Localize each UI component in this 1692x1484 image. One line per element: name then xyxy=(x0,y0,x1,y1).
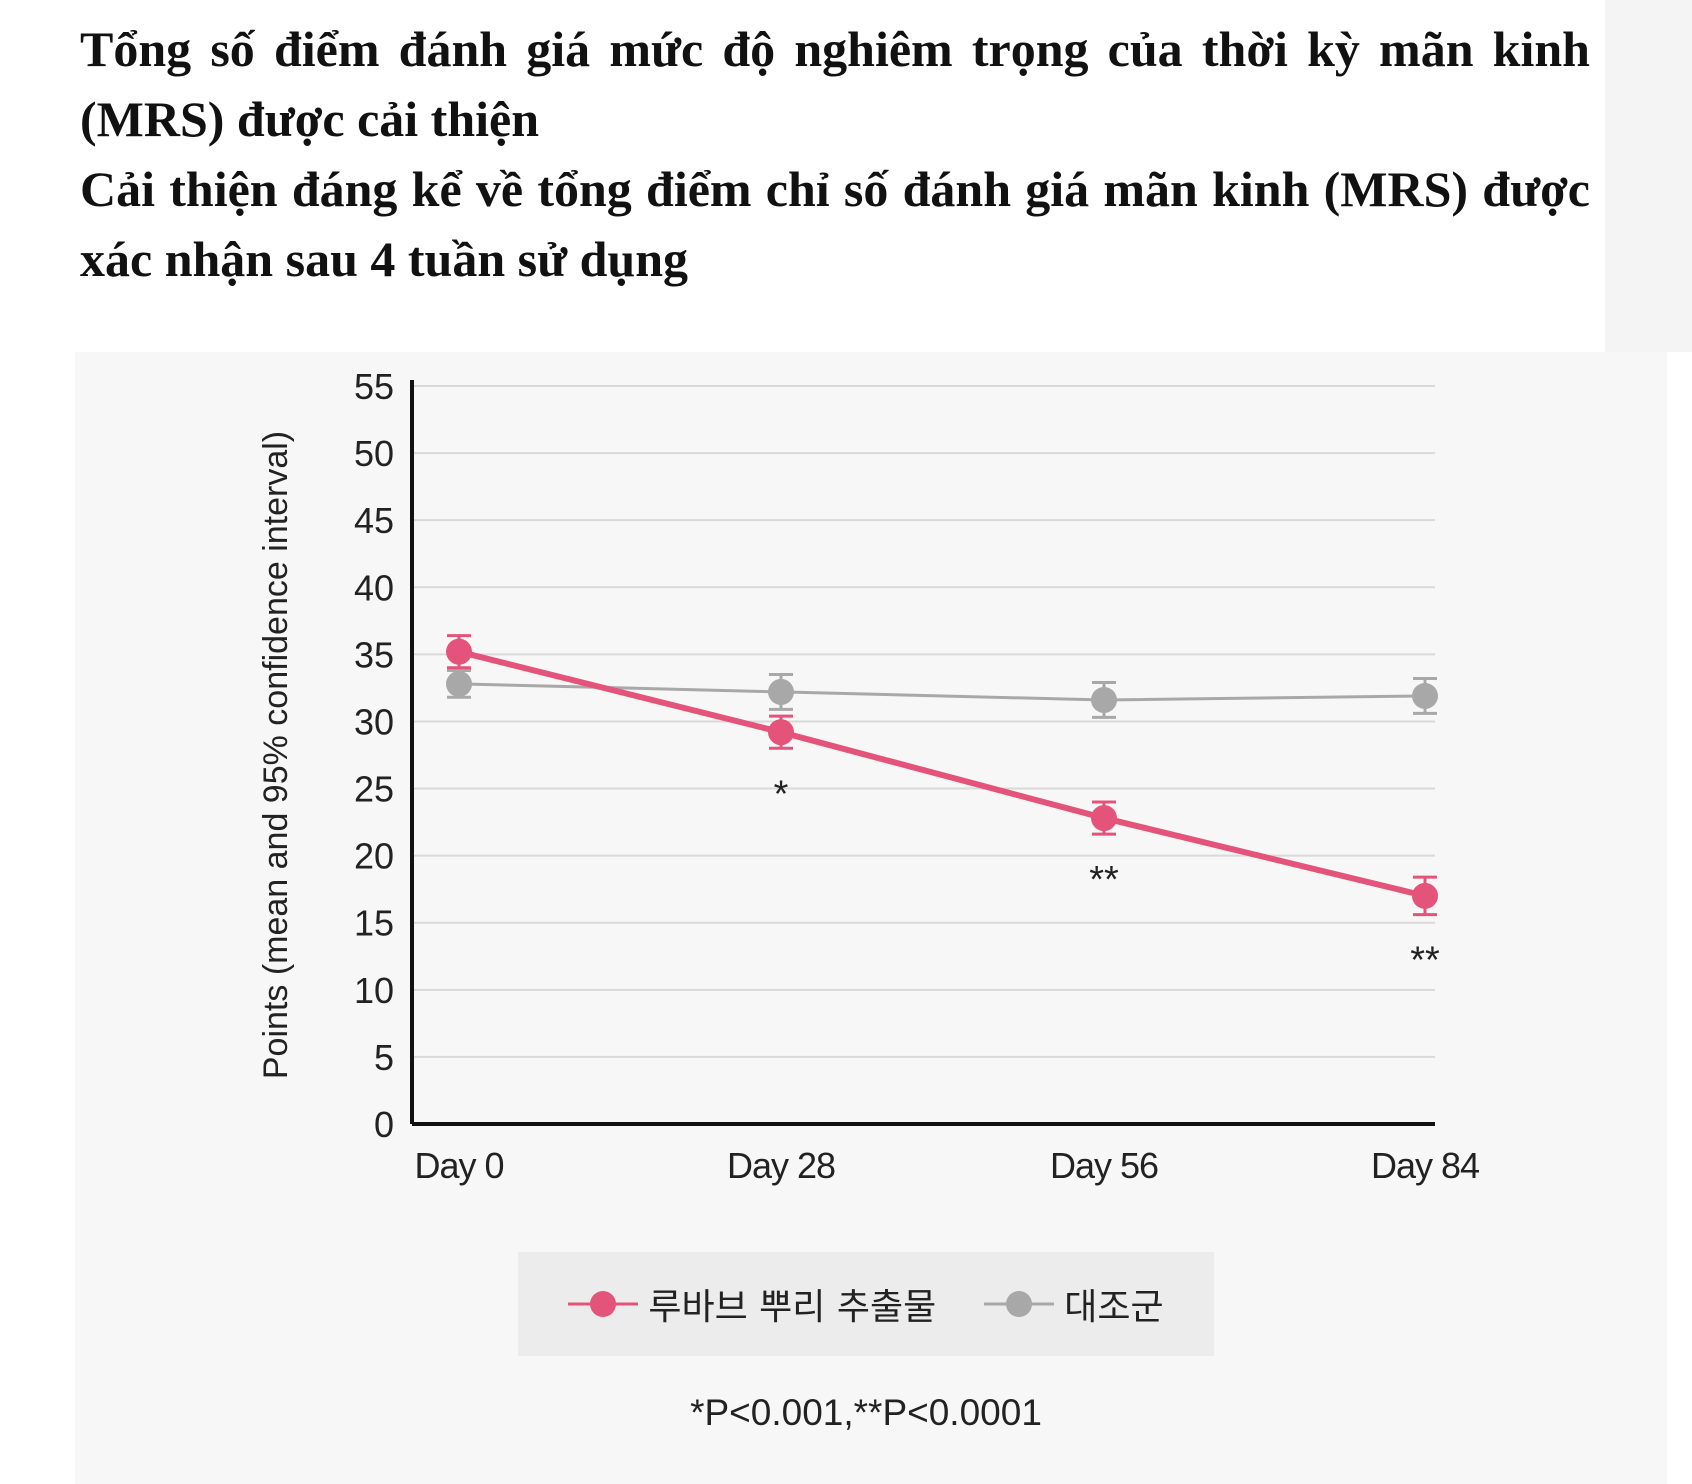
data-point xyxy=(1091,805,1117,832)
heading-line-1: Tổng số điểm đánh giá mức độ nghiêm trọn… xyxy=(80,21,1590,147)
series-line-2 xyxy=(458,682,1426,702)
background-strip xyxy=(1605,0,1692,352)
y-tick-label: 0 xyxy=(374,1104,394,1145)
y-tick-label: 10 xyxy=(354,970,394,1011)
y-axis-label: Points (mean and 95% confidence interval… xyxy=(257,431,295,1079)
y-tick-label: 55 xyxy=(354,366,394,407)
data-point xyxy=(768,719,794,746)
legend-item-series-2: 대조군 xyxy=(984,1278,1164,1330)
significance-marker: ** xyxy=(1410,940,1440,982)
y-tick-label: 15 xyxy=(354,903,394,944)
series-line-1 xyxy=(458,648,1426,899)
y-tick-label: 30 xyxy=(354,701,394,742)
data-point xyxy=(1412,882,1438,909)
legend-label-series-2: 대조군 xyxy=(1064,1287,1164,1328)
y-tick-label: 35 xyxy=(354,634,394,675)
data-point xyxy=(446,670,472,697)
legend-marker-series-1 xyxy=(568,1291,639,1317)
data-point xyxy=(1412,682,1438,709)
page-heading: Tổng số điểm đánh giá mức độ nghiêm trọn… xyxy=(80,14,1590,294)
line-chart: 0 5 10 15 20 25 30 35 40 45 50 55 Day 0 Day 28 Day 56 D… xyxy=(257,366,1480,1186)
y-tick-label: 50 xyxy=(354,433,394,474)
chart-legend: 루바브 뿌리 추출물 대조군 xyxy=(518,1252,1214,1356)
data-point xyxy=(1091,686,1117,713)
y-tick-label: 25 xyxy=(354,769,394,810)
y-tick-label: 45 xyxy=(354,500,394,541)
significance-footnote: *P<0.001,**P<0.0001 xyxy=(690,1392,1042,1433)
legend-item-series-1: 루바브 뿌리 추출물 xyxy=(568,1278,936,1330)
data-point xyxy=(446,638,472,665)
legend-label-series-1: 루바브 뿌리 추출물 xyxy=(648,1287,937,1328)
significance-marker: * xyxy=(774,773,789,815)
x-tick-label: Day 28 xyxy=(727,1145,835,1186)
x-tick-label: Day 0 xyxy=(414,1145,503,1186)
y-tick-label: 20 xyxy=(354,836,394,877)
data-point xyxy=(768,678,794,705)
legend-marker-series-2 xyxy=(984,1291,1055,1317)
y-tick-label: 5 xyxy=(374,1037,394,1078)
heading-line-2: Cải thiện đáng kể về tổng điểm chỉ số đá… xyxy=(80,161,1590,287)
y-tick-label: 40 xyxy=(354,567,394,608)
x-tick-label: Day 84 xyxy=(1371,1145,1479,1186)
chart-panel: 0 5 10 15 20 25 30 35 40 45 50 55 Day 0 Day 28 Day 56 D… xyxy=(75,352,1667,1484)
significance-marker: ** xyxy=(1089,859,1119,901)
x-tick-label: Day 56 xyxy=(1050,1145,1158,1186)
